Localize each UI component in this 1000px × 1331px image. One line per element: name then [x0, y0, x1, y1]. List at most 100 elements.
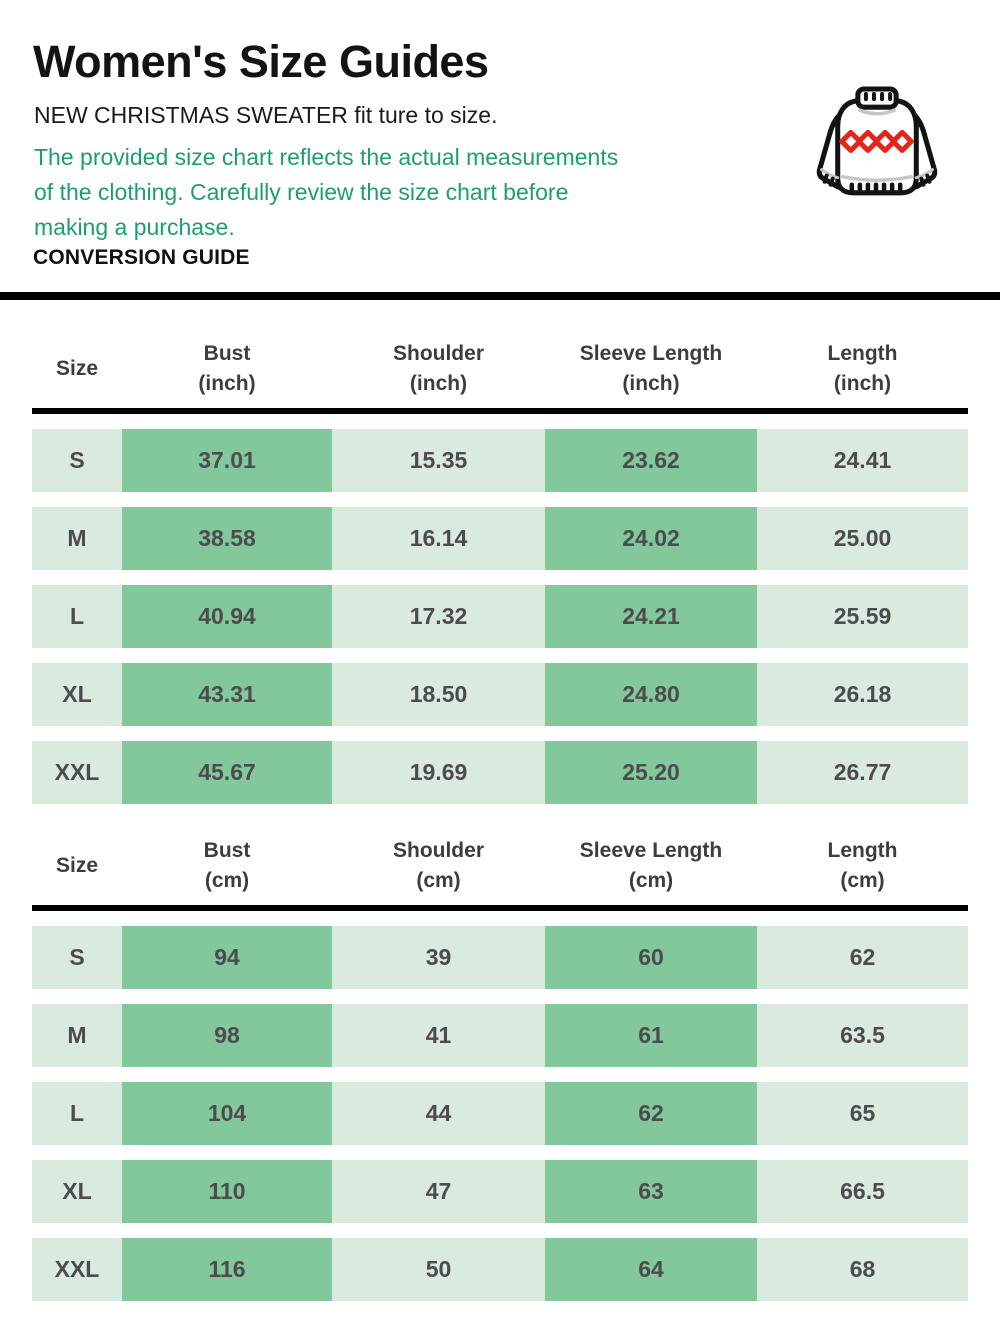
header-label: Bust [203, 839, 251, 862]
size-cell: L [32, 1082, 122, 1145]
column-header-sleeve-length: Sleeve Length (inch) [545, 330, 757, 408]
header-label: Length [827, 839, 898, 862]
sleeve-length-cell: 24.80 [545, 663, 757, 726]
length-cell: 24.41 [757, 429, 968, 492]
shoulder-cell: 16.14 [332, 507, 545, 570]
sleeve-length-cell: 25.20 [545, 741, 757, 804]
christmas-sweater-icon [806, 84, 948, 220]
shoulder-cell: 19.69 [332, 741, 545, 804]
table-row: S 37.01 15.35 23.62 24.41 [32, 429, 968, 492]
column-header-bust: Bust (cm) [122, 827, 332, 905]
size-cell: XL [32, 1160, 122, 1223]
shoulder-cell: 44 [332, 1082, 545, 1145]
table-row: XXL 45.67 19.69 25.20 26.77 [32, 741, 968, 804]
sleeve-length-cell: 24.02 [545, 507, 757, 570]
header-label: Shoulder [392, 839, 484, 862]
size-cell: S [32, 429, 122, 492]
size-table-cm: Size Bust (cm) Shoulder (cm) Sleeve Leng… [32, 827, 968, 1301]
sleeve-length-cell: 61 [545, 1004, 757, 1067]
sleeve-length-cell: 64 [545, 1238, 757, 1301]
table-row: M 98 41 61 63.5 [32, 1004, 968, 1067]
length-cell: 65 [757, 1082, 968, 1145]
size-cell: XXL [32, 741, 122, 804]
column-header-shoulder: Shoulder (inch) [332, 330, 545, 408]
sleeve-length-cell: 24.21 [545, 585, 757, 648]
header-unit: (cm) [840, 869, 885, 892]
shoulder-cell: 47 [332, 1160, 545, 1223]
column-header-shoulder: Shoulder (cm) [332, 827, 545, 905]
header-unit: (cm) [416, 869, 461, 892]
length-cell: 26.18 [757, 663, 968, 726]
header-label: Sleeve Length [579, 839, 723, 862]
table-row: L 104 44 62 65 [32, 1082, 968, 1145]
shoulder-cell: 50 [332, 1238, 545, 1301]
column-header-sleeve-length: Sleeve Length (cm) [545, 827, 757, 905]
size-cell: S [32, 926, 122, 989]
bust-cell: 40.94 [122, 585, 332, 648]
length-cell: 25.59 [757, 585, 968, 648]
header-label: Length [827, 342, 898, 365]
table-row: XL 43.31 18.50 24.80 26.18 [32, 663, 968, 726]
bust-cell: 110 [122, 1160, 332, 1223]
note-line-1: The provided size chart reflects the act… [34, 144, 619, 170]
bust-cell: 43.31 [122, 663, 332, 726]
header-unit: (inch) [833, 372, 892, 395]
header-label: Shoulder [392, 342, 484, 365]
header-underline [32, 408, 968, 414]
shoulder-cell: 17.32 [332, 585, 545, 648]
header-underline [32, 905, 968, 911]
table-row: S 94 39 60 62 [32, 926, 968, 989]
length-cell: 25.00 [757, 507, 968, 570]
header-unit: (cm) [628, 869, 674, 892]
bust-cell: 37.01 [122, 429, 332, 492]
column-header-length: Length (cm) [757, 827, 968, 905]
header-label: Bust [203, 342, 251, 365]
size-table-inch: Size Bust (inch) Shoulder (inch) Sleeve … [32, 330, 968, 804]
size-cell: XL [32, 663, 122, 726]
note-line-3: making a purchase. [34, 214, 235, 240]
header-label: Size [55, 854, 99, 877]
page-title: Women's Size Guides [33, 36, 489, 87]
sleeve-length-cell: 62 [545, 1082, 757, 1145]
shoulder-cell: 41 [332, 1004, 545, 1067]
length-cell: 26.77 [757, 741, 968, 804]
shoulder-cell: 39 [332, 926, 545, 989]
table-row: L 40.94 17.32 24.21 25.59 [32, 585, 968, 648]
note-line-2: of the clothing. Carefully review the si… [34, 179, 569, 205]
table-row: XXL 116 50 64 68 [32, 1238, 968, 1301]
sleeve-length-cell: 23.62 [545, 429, 757, 492]
bust-cell: 104 [122, 1082, 332, 1145]
shoulder-cell: 18.50 [332, 663, 545, 726]
bust-cell: 116 [122, 1238, 332, 1301]
size-cell: M [32, 1004, 122, 1067]
table-row: M 38.58 16.14 24.02 25.00 [32, 507, 968, 570]
length-cell: 66.5 [757, 1160, 968, 1223]
size-cell: M [32, 507, 122, 570]
size-chart-note: The provided size chart reflects the act… [34, 140, 618, 245]
sleeve-length-cell: 63 [545, 1160, 757, 1223]
header-unit: (cm) [204, 869, 250, 892]
column-header-size: Size [32, 827, 122, 905]
header-unit: (inch) [622, 372, 680, 395]
bust-cell: 45.67 [122, 741, 332, 804]
bust-cell: 38.58 [122, 507, 332, 570]
header-unit: (inch) [409, 372, 468, 395]
diamond-pattern [839, 129, 914, 154]
shoulder-cell: 15.35 [332, 429, 545, 492]
column-header-length: Length (inch) [757, 330, 968, 408]
table-header-row: Size Bust (inch) Shoulder (inch) Sleeve … [32, 330, 968, 408]
length-cell: 63.5 [757, 1004, 968, 1067]
bust-cell: 98 [122, 1004, 332, 1067]
section-divider [0, 292, 1000, 300]
fit-subtitle: NEW CHRISTMAS SWEATER fit ture to size. [34, 102, 498, 128]
bust-cell: 94 [122, 926, 332, 989]
conversion-guide-label: CONVERSION GUIDE [33, 246, 250, 269]
column-header-bust: Bust (inch) [122, 330, 332, 408]
header-unit: (inch) [198, 372, 256, 395]
size-cell: XXL [32, 1238, 122, 1301]
header-label: Sleeve Length [579, 342, 723, 365]
length-cell: 62 [757, 926, 968, 989]
column-header-size: Size [32, 330, 122, 408]
table-row: XL 110 47 63 66.5 [32, 1160, 968, 1223]
